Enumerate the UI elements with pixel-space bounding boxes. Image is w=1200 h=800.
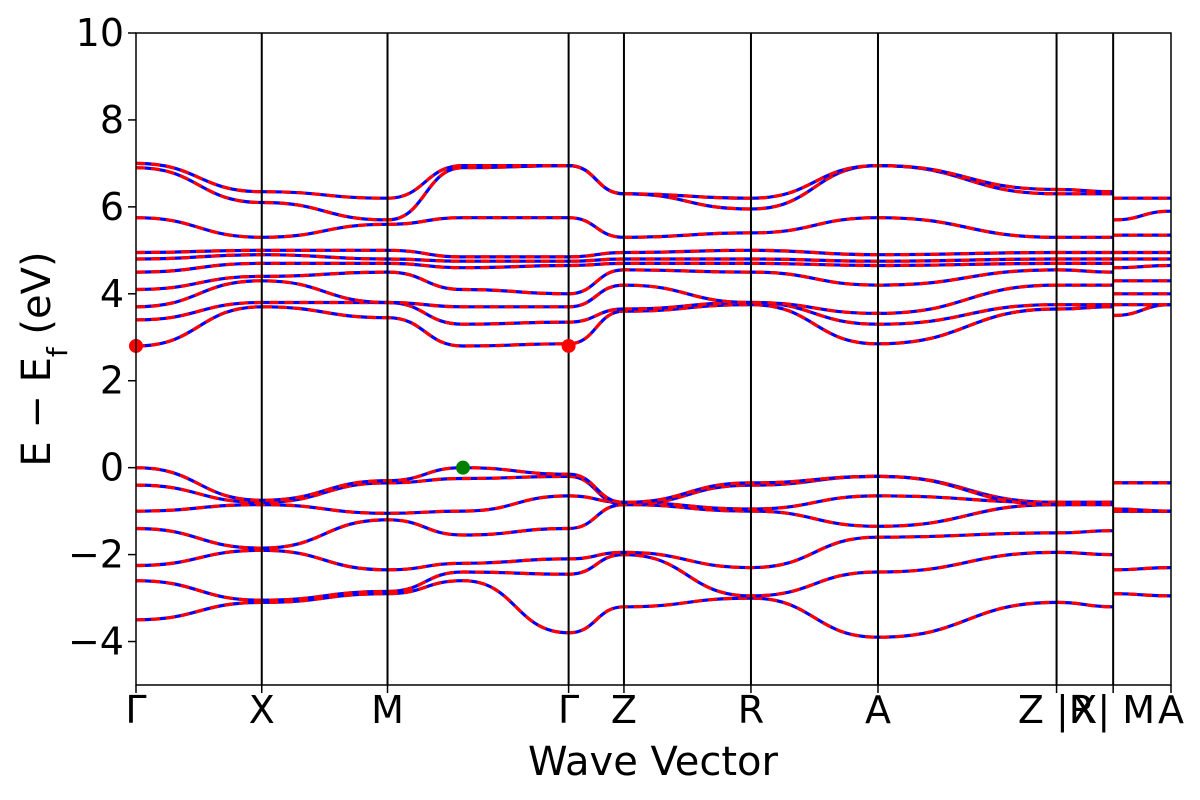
band-c2-spin-down-seg0: [135, 300, 1057, 326]
band-c10-spin-down-seg0: [135, 161, 1057, 200]
band-c4-spin-down-seg1: [1056, 268, 1114, 274]
band-v4-spin-up-seg0: [135, 502, 1057, 550]
x-tick-label: A: [1158, 688, 1184, 732]
x-tick-label: A: [865, 688, 891, 732]
band-c1-spin-down-seg1: [1056, 305, 1114, 311]
band-v2-spin-down-seg2: [1113, 566, 1172, 572]
y-axis-title: E − Ef (eV): [14, 251, 74, 466]
band-c9-spin-down-seg2: [1113, 209, 1172, 222]
x-tick-label: R: [738, 688, 764, 732]
x-tick-label: X: [249, 688, 275, 732]
y-tick-label: 10: [76, 11, 124, 55]
extrema-markers: [129, 338, 576, 475]
y-tick-label: 6: [100, 185, 124, 229]
band-v2-spin-up-seg0: [135, 550, 1057, 602]
band-v2-spin-down-seg1: [1056, 550, 1114, 557]
band-v5-spin-down-seg0: [135, 494, 1057, 515]
band-v2-spin-down-seg0: [135, 550, 1057, 602]
band-v1-spin-up-seg0: [135, 579, 1057, 639]
x-tick-label: X| M: [1071, 688, 1155, 733]
band-v4-spin-down-seg0: [135, 502, 1057, 550]
kpoint-lines: [260, 33, 1115, 685]
band-v1-spin-down-seg1: [1056, 600, 1114, 609]
x-tick-label: Γ: [125, 688, 146, 732]
vbm-marker: [455, 460, 470, 475]
x-tick-label: Z |R: [1018, 688, 1095, 733]
band-v7-spin-down-seg0: [135, 466, 1057, 507]
y-tick-label: 2: [100, 359, 124, 403]
y-axis-title-main: E − E: [14, 357, 60, 467]
band-v1-spin-down-seg0: [135, 579, 1057, 639]
band-c9-spin-down-seg0: [135, 163, 1057, 222]
x-tick-label: Γ: [558, 688, 579, 732]
x-tick-label: M: [371, 688, 404, 732]
band-c10-spin-down-seg1: [1056, 187, 1114, 194]
cbm-marker: [561, 338, 576, 353]
band-c5-spin-down-seg2: [1113, 263, 1172, 270]
bands-layer: [135, 161, 1172, 639]
band-v1-spin-down-seg2: [1113, 592, 1172, 598]
x-axis-title: Wave Vector: [528, 739, 779, 785]
y-tick-label: −2: [68, 533, 124, 577]
y-axis-title-sub: f: [41, 346, 74, 357]
band-v3-spin-down-seg1: [1056, 529, 1114, 535]
plot-frame: [135, 32, 1172, 686]
y-tick-label: 0: [100, 446, 124, 490]
y-tick-label: 4: [100, 272, 124, 316]
y-tick-label: 8: [100, 98, 124, 142]
y-axis-title-unit: (eV): [14, 251, 60, 347]
x-tick-label: Z: [611, 688, 637, 732]
band-c3-spin-down-seg0: [135, 279, 1057, 316]
y-axis: −4 −2 0 2 4 6 8 10: [68, 11, 136, 664]
y-tick-label: −4: [68, 620, 124, 664]
band-v6-spin-down-seg0: [135, 474, 1057, 507]
